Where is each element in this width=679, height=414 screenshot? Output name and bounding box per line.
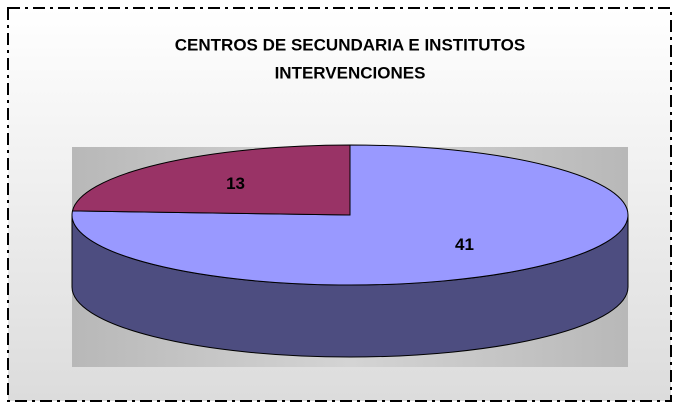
data-label: 41: [455, 235, 474, 254]
pie-slice: [71, 144, 351, 216]
pie-slice: [71, 144, 629, 286]
chart-title: INTERVENCIONES: [275, 63, 426, 82]
chart-title: CENTROS DE SECUNDARIA E INSTITUTOS: [175, 35, 525, 54]
data-label: 13: [226, 174, 245, 193]
